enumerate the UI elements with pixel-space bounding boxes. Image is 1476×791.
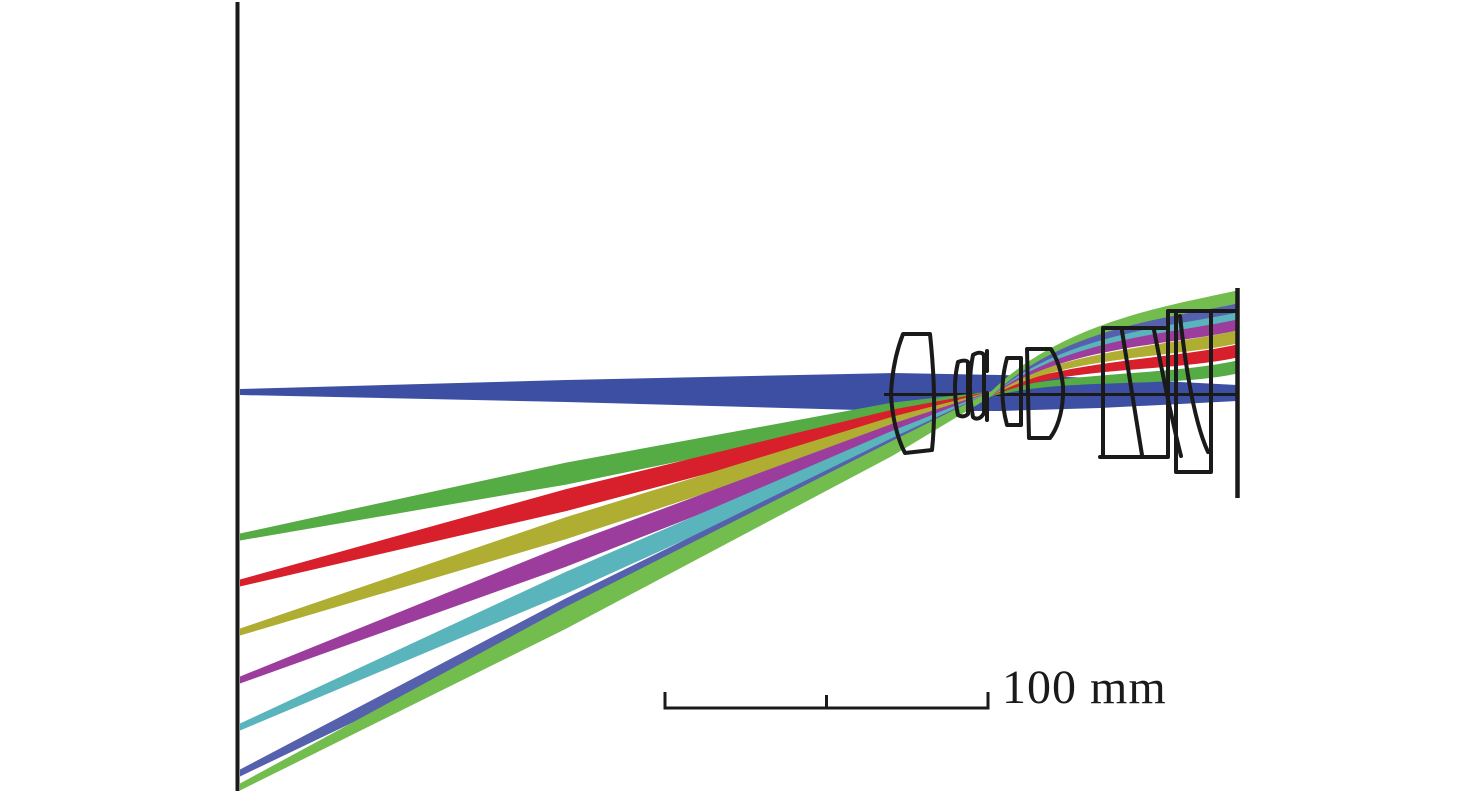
ray-bundle-field-5-cyan <box>240 306 1237 731</box>
lens-rear-housing-left <box>1101 326 1170 459</box>
ray-bundle-field-2-red <box>240 344 1237 587</box>
lens-mid-element-a <box>1000 356 1023 427</box>
ray-bundle-field-3-olive <box>240 330 1237 636</box>
lens-rear-flat-box <box>1174 309 1213 474</box>
ray-bundle-field-1-green <box>240 360 1237 541</box>
lens-rear-surface-3 <box>1178 314 1210 454</box>
scale-bar-layer: 100 mm <box>663 661 1167 714</box>
lens-elements-layer <box>889 309 1238 474</box>
ray-bundle-field-4-purple <box>240 317 1237 684</box>
lens-relay-doublet-b <box>968 350 986 421</box>
scale-bar-label: 100 mm <box>1002 661 1167 714</box>
lens-relay-doublet-a <box>953 358 970 419</box>
ray-bundle-field-7-lightgreen <box>240 290 1237 791</box>
planes-layer <box>235 2 1240 791</box>
lens-front-meniscus <box>889 332 937 455</box>
field-bundles-layer <box>240 290 1237 791</box>
scale-bar <box>663 692 990 710</box>
lens-rear-surface-1 <box>1120 329 1144 457</box>
lens-rear-housing-right <box>1098 309 1238 459</box>
lens-mid-element-b <box>1025 347 1066 440</box>
